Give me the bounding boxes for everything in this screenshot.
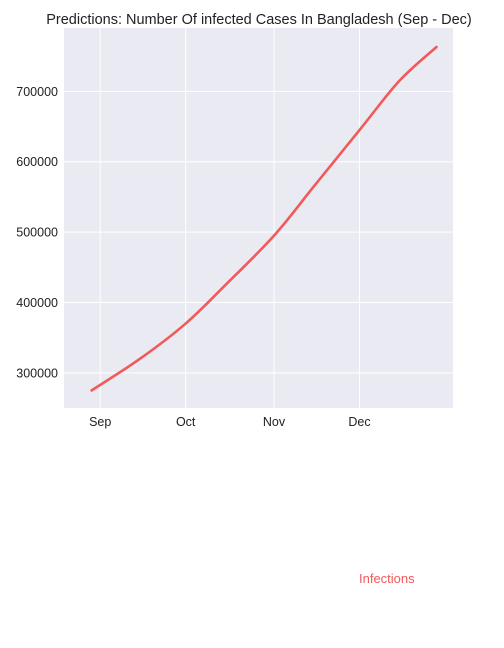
series-line-infections (90, 45, 438, 392)
y-tick-label: 400000 (16, 296, 58, 310)
x-tick-label: Nov (263, 415, 286, 429)
grid-lines (64, 28, 453, 408)
x-tick-label: Dec (348, 415, 370, 429)
x-tick-label: Sep (89, 415, 111, 429)
legend-infections: Infections (359, 571, 415, 586)
y-tick-label: 300000 (16, 366, 58, 380)
x-tick-label: Oct (176, 415, 196, 429)
y-tick-label: 700000 (16, 85, 58, 99)
x-axis-ticks: Sep Oct Nov Dec (89, 415, 371, 429)
y-tick-label: 500000 (16, 226, 58, 240)
series-layer (90, 45, 438, 392)
chart-title: Predictions: Number Of infected Cases In… (46, 12, 472, 28)
y-tick-label: 600000 (16, 155, 58, 169)
y-axis-ticks: 300000 400000 500000 600000 700000 (16, 85, 58, 380)
